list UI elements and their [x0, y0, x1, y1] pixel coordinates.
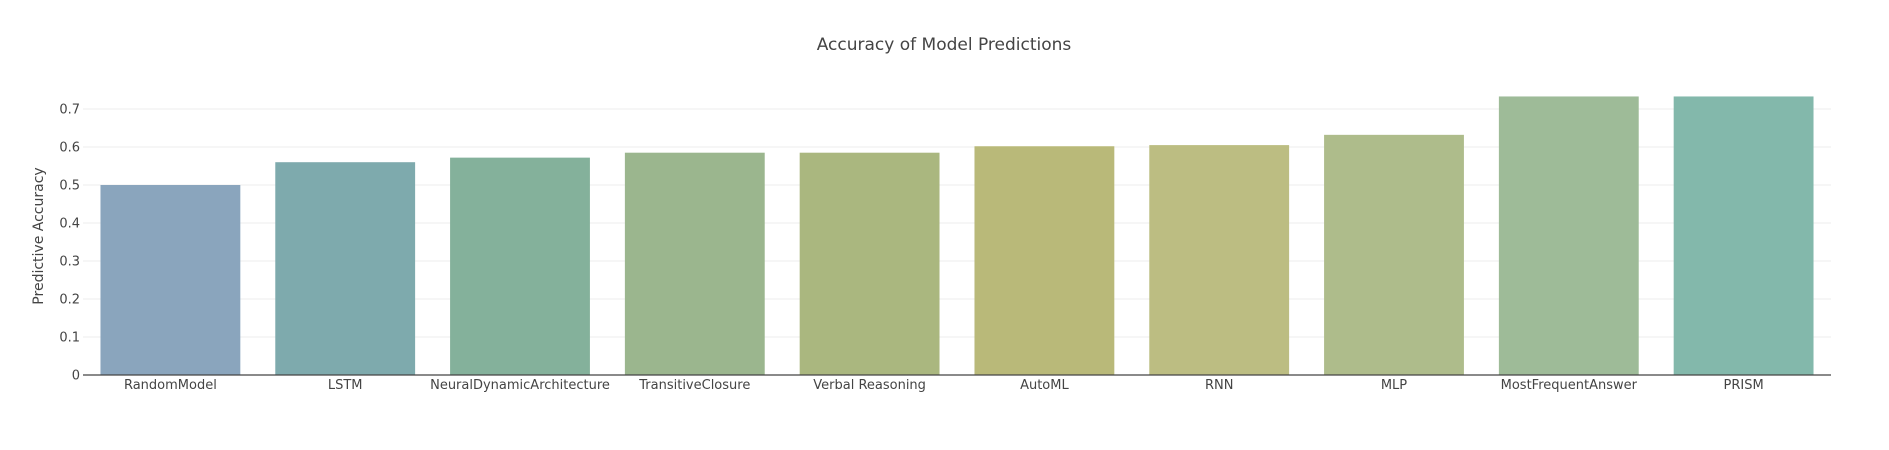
y-tick-label: 0.5 [59, 179, 80, 194]
x-tick-label: MLP [1381, 378, 1407, 393]
bar-transitiveclosure[interactable] [624, 152, 765, 375]
x-tick-label: AutoML [1020, 378, 1069, 393]
x-tick-label: RNN [1205, 378, 1233, 393]
x-tick-label: MostFrequentAnswer [1501, 378, 1638, 393]
bar-automl[interactable] [974, 146, 1115, 375]
bar-lstm[interactable] [275, 162, 416, 375]
y-tick-label: 0 [72, 369, 80, 384]
bar-verbal-reasoning[interactable] [799, 152, 940, 375]
y-axis-ticks: 0 0.1 0.2 0.3 0.4 0.5 0.6 0.7 [59, 103, 80, 384]
bar-randommodel[interactable] [100, 185, 241, 375]
bar-prism[interactable] [1673, 96, 1814, 376]
bar-mlp[interactable] [1324, 134, 1464, 375]
bar-neuraldynamicarchitecture[interactable] [450, 157, 590, 375]
x-tick-label: LSTM [328, 378, 363, 393]
y-tick-label: 0.3 [59, 255, 80, 270]
y-tick-label: 0.6 [59, 141, 80, 156]
x-tick-label: TransitiveClosure [638, 378, 750, 393]
y-tick-label: 0.7 [59, 103, 80, 118]
bar-mostfrequentanswer[interactable] [1498, 96, 1639, 376]
y-tick-label: 0.4 [59, 217, 80, 232]
x-tick-label: NeuralDynamicArchitecture [430, 378, 610, 393]
x-tick-label: Verbal Reasoning [813, 378, 926, 393]
x-axis-ticks: RandomModel LSTM NeuralDynamicArchitecture… [124, 378, 1764, 393]
bars [100, 96, 1814, 376]
y-axis-label: Predictive Accuracy [31, 167, 47, 304]
x-tick-label: PRISM [1724, 378, 1764, 393]
bar-rnn[interactable] [1149, 145, 1290, 375]
y-tick-label: 0.1 [59, 331, 80, 346]
chart-title: Accuracy of Model Predictions [817, 35, 1072, 55]
x-tick-label: RandomModel [124, 378, 217, 393]
y-tick-label: 0.2 [59, 293, 80, 308]
